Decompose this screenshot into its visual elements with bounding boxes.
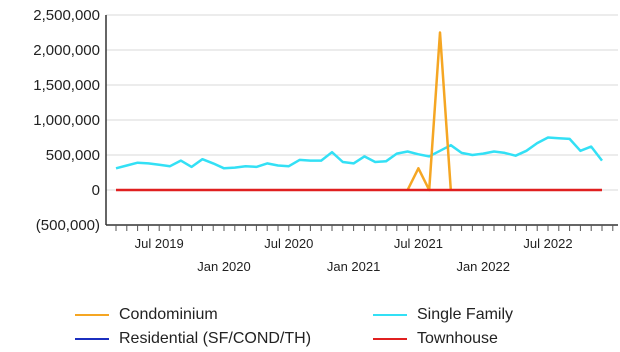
legend-label: Residential (SF/COND/TH) (119, 330, 312, 347)
legend-item-residential: Residential (SF/COND/TH) (75, 330, 311, 348)
y-tick-label: 1,500,000 (33, 77, 100, 94)
y-tick-label: 2,500,000 (33, 7, 100, 24)
y-tick-label: 0 (92, 182, 100, 199)
townhouse-swatch (373, 337, 407, 340)
x-tick-label: Jan 2020 (197, 259, 251, 274)
legend-item-townhouse: Townhouse (373, 330, 498, 348)
condominium-swatch (75, 313, 109, 316)
x-tick-label: Jan 2021 (327, 259, 381, 274)
y-tick-label: (500,000) (36, 217, 100, 234)
legend-item-single-family: Single Family (373, 306, 513, 324)
series-line-single-family (115, 136, 603, 170)
x-axis: Jul 2019 Jul 2020 Jul 2021 Jul 2022 Jan 2020… (106, 224, 618, 274)
y-tick-label: 500,000 (46, 147, 100, 164)
x-tick-label: Jul 2020 (264, 236, 313, 251)
x-tick-label: Jul 2019 (135, 236, 184, 251)
x-tick-label: Jul 2021 (394, 236, 443, 251)
residential-swatch (75, 337, 109, 340)
y-tick-label: 1,000,000 (33, 112, 100, 129)
x-tick-label: Jan 2022 (456, 259, 510, 274)
series-lines (115, 31, 603, 192)
legend-label: Condominium (119, 306, 218, 323)
y-tick-label: 2,000,000 (33, 42, 100, 59)
x-tick-label: Jul 2022 (523, 236, 572, 251)
legend-item-condominium: Condominium (75, 306, 218, 324)
series-line-condominium (406, 31, 453, 192)
gridlines (106, 14, 618, 191)
legend-label: Townhouse (417, 330, 498, 347)
single-family-swatch (373, 313, 407, 316)
legend-label: Single Family (417, 306, 514, 323)
y-axis: 2,500,000 2,000,000 1,500,000 1,000,000 500,… (33, 7, 107, 234)
